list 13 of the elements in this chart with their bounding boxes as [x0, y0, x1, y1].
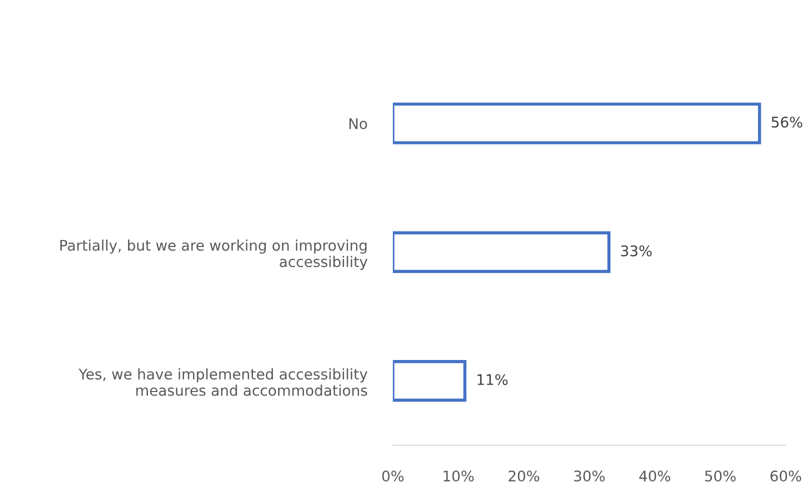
- y-tick-label: Yes, we have implemented accessibility measures and accommodations: [78, 368, 368, 396]
- y-tick-label: Partially, but we are working on improving accessibility: [60, 240, 368, 270]
- data-label: 56%: [772, 116, 802, 128]
- x-tick-label: 50%: [705, 470, 736, 482]
- x-tick-label: 30%: [574, 470, 605, 482]
- x-tick-label: 40%: [639, 470, 670, 482]
- data-label: 33%: [621, 245, 652, 256]
- x-tick-label: 10%: [444, 470, 474, 482]
- data-label: 11%: [478, 374, 508, 386]
- x-tick-label: 20%: [508, 470, 540, 482]
- y-tick-label: No: [349, 118, 368, 130]
- x-tick-label: 60%: [770, 470, 802, 482]
- x-tick-label: 0%: [382, 470, 404, 482]
